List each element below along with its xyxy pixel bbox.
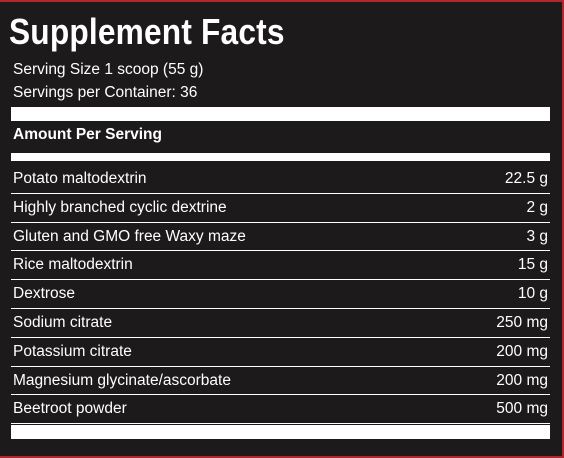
ingredient-amount: 250 mg [496,313,548,331]
ingredient-name: Potato maltodextrin [13,170,147,187]
ingredient-amount: 200 mg [496,342,548,360]
ingredient-amount: 2 g [526,198,548,216]
ingredient-name: Sodium citrate [13,313,113,331]
thick-divider-top [11,107,550,121]
ingredient-name: Magnesium glycinate/ascorbate [13,371,231,389]
ingredient-row: Rice maltodextrin 15 g [11,251,550,281]
amount-per-serving-header: Amount Per Serving [13,126,162,143]
ingredient-row: Magnesium glycinate/ascorbate 200 mg [11,367,550,396]
thick-divider-bottom [11,425,550,439]
serving-size: Serving Size 1 scoop (55 g) [13,61,204,78]
ingredient-row: Beetroot powder 500 mg [11,395,550,425]
ingredient-row: Sodium citrate 250 mg [11,309,550,338]
ingredient-name: Dextrose [13,285,76,303]
ingredient-list: Potato maltodextrin 22.5 g Highly branch… [11,165,550,425]
ingredient-name: Gluten and GMO free Waxy maze [13,227,246,245]
ingredient-row: Potassium citrate 200 mg [11,338,550,367]
ingredient-row: Potato maltodextrin 22.5 g [11,165,550,194]
medium-divider [11,153,550,161]
ingredient-row: Dextrose 10 g [11,280,550,309]
ingredient-name: Highly branched cyclic dextrine [13,198,227,216]
ingredient-amount: 15 g [517,256,548,274]
panel-title: Supplement Facts [9,11,285,52]
ingredient-amount: 200 mg [496,371,548,389]
ingredient-amount: 3 g [526,227,548,245]
ingredient-name: Rice maltodextrin [13,256,133,274]
ingredient-amount: 22.5 g [504,170,548,187]
ingredient-amount: 500 mg [496,400,548,418]
ingredient-row: Gluten and GMO free Waxy maze 3 g [11,223,550,252]
ingredient-amount: 10 g [517,285,548,303]
ingredient-name: Potassium citrate [13,342,132,360]
ingredient-name: Beetroot powder [13,400,127,418]
servings-per-container: Servings per Container: 36 [13,84,198,101]
ingredient-row: Highly branched cyclic dextrine 2 g [11,194,550,223]
